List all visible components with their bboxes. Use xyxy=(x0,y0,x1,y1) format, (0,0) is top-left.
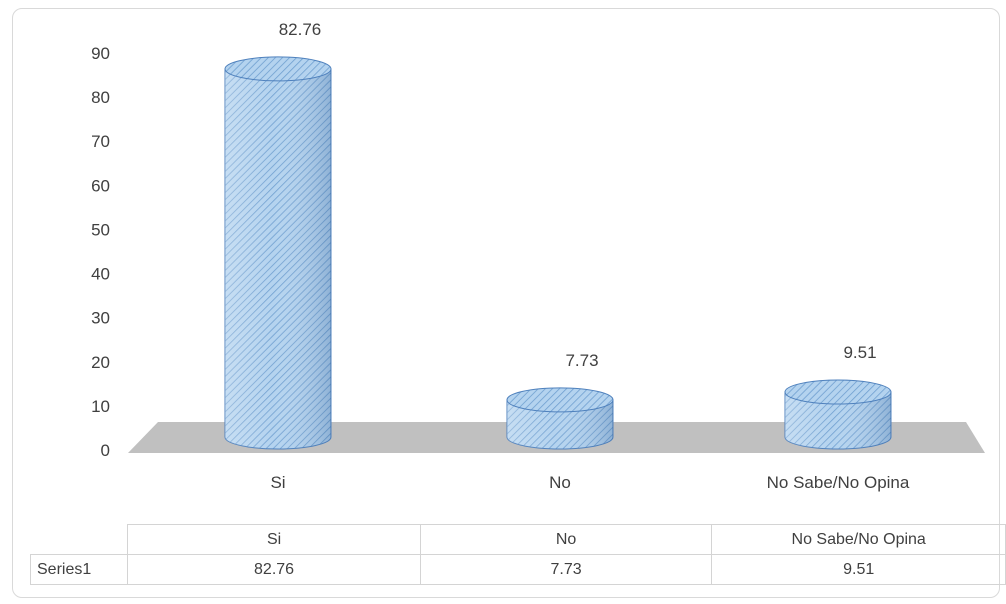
x-tick-label: No Sabe/No Opina xyxy=(767,473,910,492)
chart-frame xyxy=(12,8,1000,598)
bar xyxy=(506,387,614,450)
y-tick-label: 60 xyxy=(91,176,110,195)
data-table: Si No No Sabe/No Opina Series1 82.76 7.7… xyxy=(29,524,1006,585)
data-label: 7.73 xyxy=(565,351,598,370)
x-tick-label: No xyxy=(549,473,571,492)
data-table-header: No xyxy=(419,524,713,555)
data-label: 9.51 xyxy=(843,343,876,362)
data-table-cell: 7.73 xyxy=(419,554,713,585)
y-tick-label: 10 xyxy=(91,397,110,416)
bar xyxy=(224,56,332,450)
y-axis: 0 10 20 30 40 50 60 70 80 90 xyxy=(91,44,110,460)
y-tick-label: 40 xyxy=(91,265,110,284)
data-table-series-label: Series1 xyxy=(29,554,129,585)
bars xyxy=(224,56,892,450)
y-tick-label: 20 xyxy=(91,353,110,372)
y-tick-label: 90 xyxy=(91,44,110,63)
data-table-header-row: Si No No Sabe/No Opina xyxy=(30,524,1006,555)
y-tick-label: 50 xyxy=(91,220,110,239)
y-tick-label: 70 xyxy=(91,132,110,151)
bar xyxy=(784,379,892,450)
data-table-header: No Sabe/No Opina xyxy=(711,524,1006,555)
y-tick-label: 30 xyxy=(91,309,110,328)
x-tick-label: Si xyxy=(270,473,285,492)
y-tick-label: 0 xyxy=(101,441,110,460)
data-table-cell: 82.76 xyxy=(127,554,421,585)
data-table-cell: 9.51 xyxy=(711,554,1006,585)
data-label: 82.76 xyxy=(279,20,322,39)
data-table-corner xyxy=(30,524,129,555)
data-table-header: Si xyxy=(127,524,421,555)
data-table-row: Series1 82.76 7.73 9.51 xyxy=(29,554,1006,585)
y-tick-label: 80 xyxy=(91,88,110,107)
x-axis: Si No No Sabe/No Opina xyxy=(270,473,909,492)
data-labels: 82.76 7.73 9.51 xyxy=(279,20,877,370)
